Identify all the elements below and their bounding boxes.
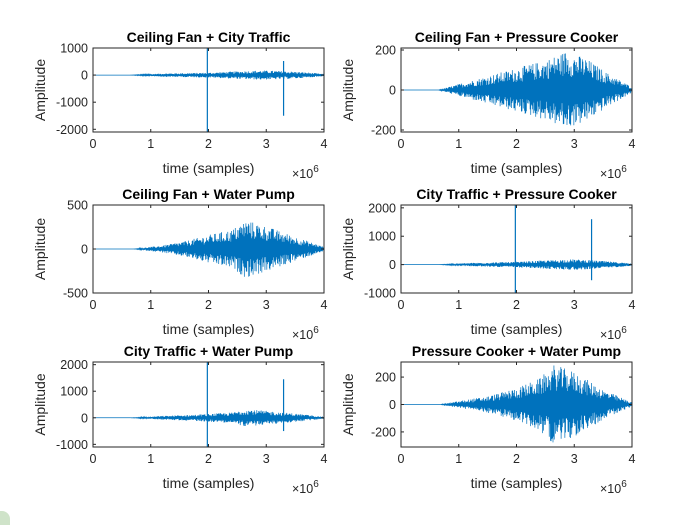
y-tick-label: 1000 — [60, 385, 88, 399]
y-axis-label: Amplitude — [32, 373, 48, 435]
y-tick-label: -200 — [371, 425, 396, 439]
x-axis-label: time (samples) — [163, 160, 255, 176]
x-tick-label: 0 — [398, 137, 405, 151]
y-tick-label: 1000 — [368, 230, 396, 244]
y-tick-label: 2000 — [368, 201, 396, 215]
x-tick-label: 0 — [398, 298, 405, 312]
x-tick-label: 4 — [629, 452, 636, 466]
x-tick-label: 1 — [455, 298, 462, 312]
subplot-title: Ceiling Fan + City Traffic — [127, 29, 291, 45]
y-axis-label: Amplitude — [340, 373, 356, 435]
x-tick-label: 1 — [147, 452, 154, 466]
signal-trace — [93, 410, 324, 426]
signal-trace — [401, 365, 632, 443]
subplot-title: City Traffic + Pressure Cooker — [416, 186, 617, 202]
corner-tab — [0, 511, 10, 525]
x-tick-label: 1 — [455, 137, 462, 151]
x-axis-label: time (samples) — [471, 475, 563, 491]
x-tick-label: 0 — [398, 452, 405, 466]
subplot-title: Ceiling Fan + Water Pump — [122, 186, 295, 202]
subplot-title: Pressure Cooker + Water Pump — [412, 343, 621, 359]
x-axis-label: time (samples) — [163, 475, 255, 491]
signal-trace — [93, 222, 324, 277]
signal-trace — [93, 70, 324, 80]
x-tick-label: 2 — [513, 298, 520, 312]
subplot-title: City Traffic + Water Pump — [124, 343, 293, 359]
subplot-title: Ceiling Fan + Pressure Cooker — [415, 29, 619, 45]
y-tick-label: 2000 — [60, 358, 88, 372]
x-tick-label: 3 — [571, 137, 578, 151]
x-tick-label: 2 — [513, 452, 520, 466]
y-tick-label: -200 — [371, 124, 396, 138]
y-axis-label: Amplitude — [340, 218, 356, 280]
y-tick-label: 200 — [375, 371, 396, 385]
x-tick-label: 2 — [513, 137, 520, 151]
x-axis-label: time (samples) — [163, 321, 255, 337]
y-tick-label: 200 — [375, 44, 396, 58]
signal-trace — [401, 53, 632, 126]
x-tick-label: 3 — [263, 137, 270, 151]
x-axis-label: time (samples) — [471, 160, 563, 176]
x-tick-label: 4 — [629, 137, 636, 151]
x-tick-label: 4 — [321, 298, 328, 312]
x-tick-label: 2 — [205, 298, 212, 312]
x-axis-exponent: ×106 — [292, 164, 319, 181]
y-tick-label: 0 — [389, 258, 396, 272]
x-axis-exponent: ×106 — [292, 325, 319, 342]
x-tick-label: 1 — [147, 137, 154, 151]
x-tick-label: 2 — [205, 452, 212, 466]
y-tick-label: 0 — [81, 411, 88, 425]
x-tick-label: 3 — [263, 298, 270, 312]
x-tick-label: 1 — [455, 452, 462, 466]
y-tick-label: 1000 — [60, 42, 88, 56]
y-tick-label: -1000 — [364, 287, 396, 301]
axes-box — [92, 361, 325, 448]
axes-box — [92, 47, 325, 133]
y-tick-label: -500 — [63, 287, 88, 301]
y-tick-label: 0 — [81, 243, 88, 257]
x-axis-exponent: ×106 — [292, 479, 319, 496]
x-tick-label: 3 — [571, 452, 578, 466]
x-axis-exponent: ×106 — [600, 479, 627, 496]
axes-box — [400, 204, 633, 294]
x-tick-label: 4 — [629, 298, 636, 312]
y-axis-label: Amplitude — [32, 59, 48, 121]
subplot-1: 0 1 2 3 4 -2000 -1000 0 1000 Ceiling Fan + City T… — [32, 29, 328, 181]
x-axis-label: time (samples) — [471, 321, 563, 337]
x-axis-exponent: ×106 — [600, 325, 627, 342]
y-tick-label: 0 — [389, 398, 396, 412]
x-tick-label: 4 — [321, 137, 328, 151]
x-tick-label: 0 — [90, 298, 97, 312]
x-tick-label: 3 — [571, 298, 578, 312]
y-tick-label: 0 — [81, 69, 88, 83]
y-tick-label: -1000 — [56, 96, 88, 110]
x-tick-label: 1 — [147, 298, 154, 312]
y-tick-label: 0 — [389, 84, 396, 98]
x-tick-label: 3 — [263, 452, 270, 466]
x-tick-label: 0 — [90, 137, 97, 151]
signal-trace — [401, 259, 632, 270]
x-tick-label: 4 — [321, 452, 328, 466]
y-tick-label: 500 — [67, 199, 88, 213]
x-axis-exponent: ×106 — [600, 164, 627, 181]
y-tick-label: -1000 — [56, 438, 88, 452]
y-tick-label: -2000 — [56, 123, 88, 137]
y-axis-label: Amplitude — [32, 218, 48, 280]
y-axis-label: Amplitude — [340, 59, 356, 121]
x-tick-label: 2 — [205, 137, 212, 151]
x-tick-label: 0 — [90, 452, 97, 466]
